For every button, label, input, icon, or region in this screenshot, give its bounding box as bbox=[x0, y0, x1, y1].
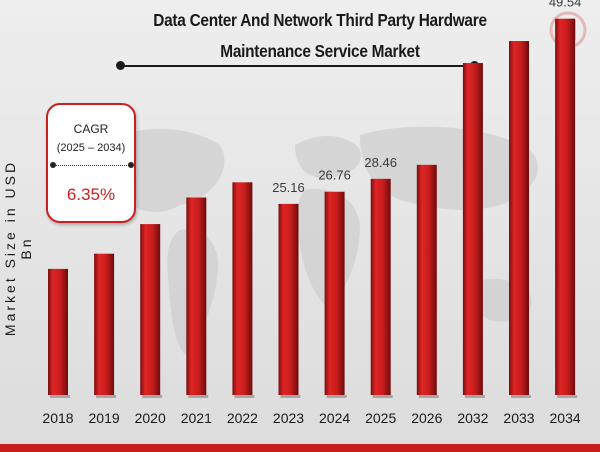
cagr-label: CAGR bbox=[73, 122, 109, 136]
cagr-divider-left-dot bbox=[50, 162, 56, 168]
bar-shadow-2022 bbox=[234, 395, 255, 398]
x-tick-label-2018: 2018 bbox=[42, 410, 73, 426]
bar-2026 bbox=[416, 164, 437, 395]
bar-shadow-2026 bbox=[418, 395, 439, 398]
bar-group bbox=[48, 18, 578, 398]
bar-2033 bbox=[509, 41, 529, 396]
bar-shadow-2032 bbox=[464, 395, 485, 398]
bar-2034 bbox=[555, 18, 576, 396]
x-tick-label-2034: 2034 bbox=[550, 410, 581, 426]
cagr-divider bbox=[53, 165, 129, 166]
bar-shadow-2024 bbox=[326, 395, 347, 398]
chart-title-line-2: Maintenance Service Market bbox=[220, 41, 420, 61]
x-tick-label-2019: 2019 bbox=[89, 410, 120, 426]
x-tick-label-2021: 2021 bbox=[181, 410, 212, 426]
data-label-2023: 25.16 bbox=[272, 180, 305, 195]
cagr-period: (2025 – 2034) bbox=[56, 142, 126, 154]
x-tick-label-2025: 2025 bbox=[365, 410, 396, 426]
bar-shadow-2021 bbox=[188, 395, 209, 398]
x-tick-label-2022: 2022 bbox=[227, 410, 258, 426]
bar-2025 bbox=[370, 178, 391, 395]
data-labels: 25.16 26.76 28.46 49.54 bbox=[272, 0, 581, 195]
bar-shadow-2034 bbox=[557, 395, 578, 398]
data-label-2025: 28.46 bbox=[364, 155, 397, 170]
cagr-callout: CAGR (2025 – 2034) 6.35% bbox=[46, 103, 136, 223]
x-tick-label-2026: 2026 bbox=[411, 410, 442, 426]
bar-shadow-2023 bbox=[280, 395, 301, 398]
x-tick-label-2023: 2023 bbox=[273, 410, 304, 426]
x-tick-label-2033: 2033 bbox=[503, 410, 534, 426]
bar-2019 bbox=[94, 253, 115, 395]
x-tick-label-2020: 2020 bbox=[135, 410, 166, 426]
bar-2023 bbox=[278, 203, 299, 395]
bar-2021 bbox=[186, 197, 207, 395]
cagr-divider-right-dot bbox=[128, 162, 134, 168]
x-tick-labels: 2018 2019 2020 2021 2022 2023 2024 2025 2026 2032… bbox=[42, 410, 580, 426]
bar-2020 bbox=[140, 224, 161, 395]
x-tick-label-2032: 2032 bbox=[457, 410, 488, 426]
cagr-value: 6.35% bbox=[66, 185, 116, 204]
bar-2032 bbox=[462, 63, 483, 396]
title-underline-left-dot bbox=[116, 61, 125, 70]
bar-shadow-2033 bbox=[511, 395, 531, 398]
bar-2018 bbox=[48, 268, 68, 395]
x-tick-label-2024: 2024 bbox=[319, 410, 350, 426]
footer-strip bbox=[0, 444, 600, 452]
title-underline bbox=[120, 65, 476, 67]
data-label-2024: 26.76 bbox=[318, 168, 351, 183]
chart-title-line-1: Data Center And Network Third Party Hard… bbox=[153, 10, 487, 30]
bar-2022 bbox=[232, 182, 253, 395]
data-label-2034: 49.54 bbox=[549, 0, 582, 10]
bar-2024 bbox=[324, 191, 345, 395]
bar-shadow-2020 bbox=[142, 395, 163, 398]
bar-shadow-2018 bbox=[50, 395, 70, 398]
bar-shadow-2019 bbox=[96, 395, 117, 398]
bar-shadow-2025 bbox=[372, 395, 393, 398]
